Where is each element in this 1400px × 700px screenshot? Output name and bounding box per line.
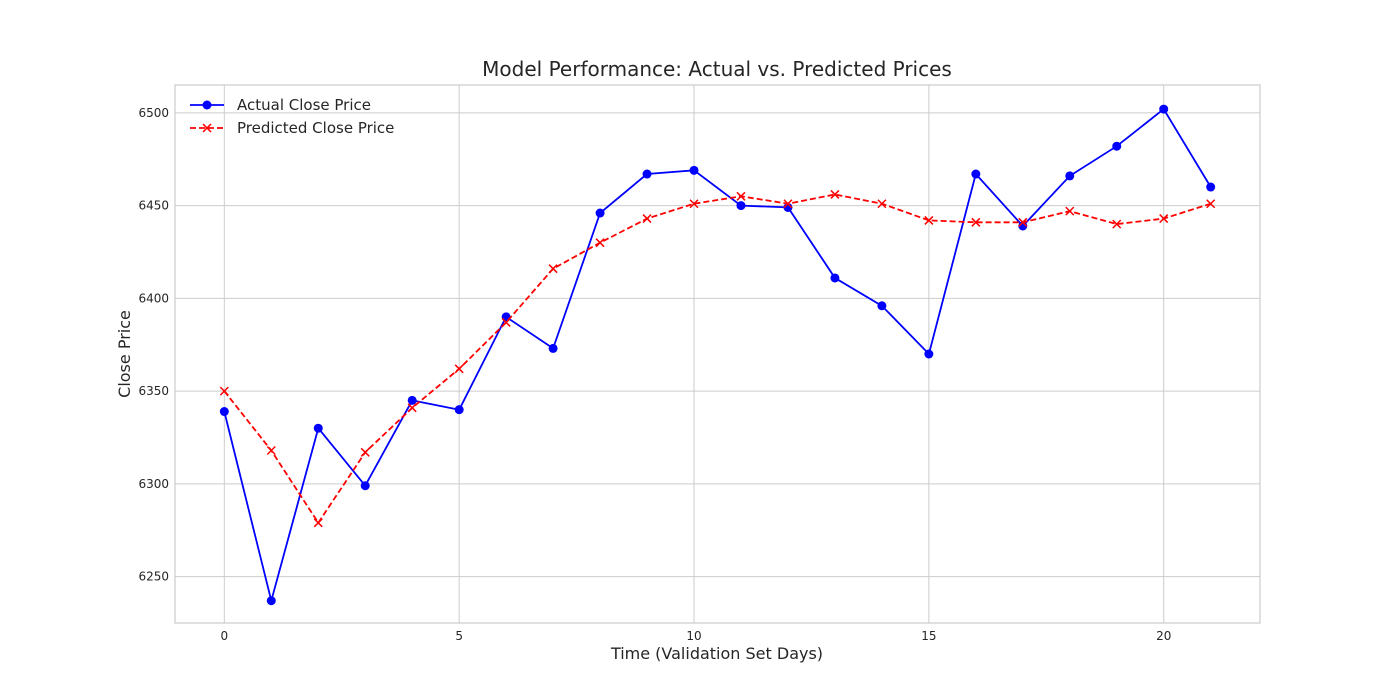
data-point-x [1112, 219, 1122, 229]
data-point-x [971, 217, 981, 227]
y-tick-label: 6300 [138, 477, 169, 491]
legend-label: Predicted Close Price [237, 119, 394, 137]
data-point-x [501, 317, 511, 327]
chart-title: Model Performance: Actual vs. Predicted … [482, 57, 952, 81]
x-tick-label: 5 [455, 629, 463, 643]
data-point-circle [642, 169, 652, 179]
y-tick-label: 6350 [138, 384, 169, 398]
data-point-circle [1206, 182, 1216, 192]
data-point-x [313, 518, 323, 528]
data-point-x [1159, 214, 1169, 224]
data-point-circle [1065, 171, 1075, 181]
data-point-x [360, 447, 370, 457]
data-point-circle [266, 596, 276, 606]
series-line [223, 193, 1211, 525]
data-point-circle [407, 395, 417, 405]
legend-marker [202, 123, 212, 133]
data-point-circle [971, 169, 981, 179]
data-point-circle [595, 208, 605, 218]
y-tick-label: 6250 [138, 570, 169, 584]
y-axis-label: Close Price [115, 310, 134, 398]
data-point-circle [1159, 104, 1169, 114]
tick-layer: 0 5 10 15 20 6250 6300 6350 6400 6450 6500 [138, 106, 1171, 643]
legend-entry: Actual Close Price [190, 96, 371, 114]
x-tick-label: 10 [686, 629, 701, 643]
x-tick-label: 20 [1156, 629, 1171, 643]
data-point-x [830, 189, 840, 199]
x-axis-label: Time (Validation Set Days) [610, 644, 823, 663]
data-point-x [266, 445, 276, 455]
data-point-circle [454, 405, 464, 415]
data-point-x [877, 199, 887, 209]
data-point-circle [736, 201, 746, 211]
legend-marker [202, 100, 212, 110]
data-point-circle [313, 423, 323, 433]
data-point-x [1065, 206, 1075, 216]
y-tick-label: 6450 [138, 199, 169, 213]
data-point-circle [924, 349, 934, 359]
data-point-circle [219, 407, 229, 417]
data-point-circle [548, 343, 558, 353]
data-point-x [548, 264, 558, 274]
data-point-x [1018, 217, 1028, 227]
data-point-circle [1112, 141, 1122, 151]
legend: Actual Close Price Predicted Close Price [190, 96, 394, 137]
plot-frame [174, 84, 1261, 624]
legend-entry: Predicted Close Price [190, 119, 394, 137]
data-point-x [407, 403, 417, 413]
legend-label: Actual Close Price [237, 96, 371, 114]
data-point-x [1206, 199, 1216, 209]
x-tick-label: 0 [220, 629, 228, 643]
data-point-circle [360, 481, 370, 491]
series-line [223, 107, 1212, 605]
data-point-x [783, 199, 793, 209]
data-point-x [924, 215, 934, 225]
data-point-x [454, 364, 464, 374]
y-tick-label: 6400 [138, 291, 169, 305]
data-point-x [736, 191, 746, 201]
grid-layer [175, 85, 1260, 623]
series-predicted [219, 189, 1216, 528]
data-point-x [219, 386, 229, 396]
data-point-circle [877, 301, 887, 311]
data-point-x [689, 199, 699, 209]
data-point-x [642, 214, 652, 224]
x-tick-label: 15 [921, 629, 936, 643]
data-point-circle [689, 165, 699, 175]
series-actual [219, 104, 1216, 606]
series-layer [219, 104, 1216, 606]
data-point-circle [830, 273, 840, 283]
y-tick-label: 6500 [138, 106, 169, 120]
data-point-x [595, 238, 605, 248]
